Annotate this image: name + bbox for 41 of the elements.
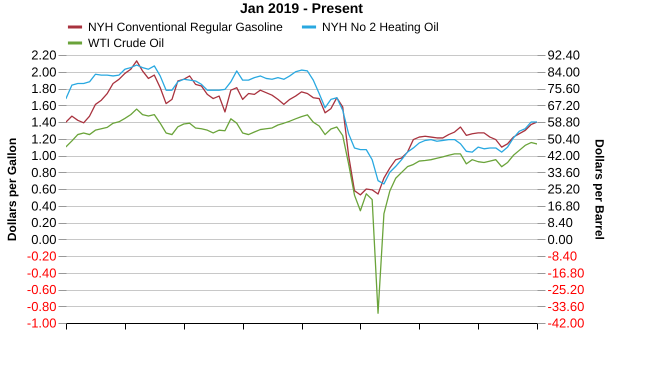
- y-tick-label: 1.20: [31, 131, 56, 146]
- y-tick-label: 0.80: [31, 164, 56, 180]
- y-tick-label: -0.40: [26, 265, 56, 280]
- y-tick-label: 2.20: [31, 48, 56, 62]
- y-tick-label: 0.20: [31, 215, 56, 230]
- legend-label: WTI Crude Oil: [88, 36, 164, 50]
- y-tick-label: -0.20: [26, 248, 56, 264]
- y-tick-label: 1.60: [31, 98, 56, 113]
- y-tick-label: 1.80: [31, 81, 56, 96]
- y2-tick-label: 0.00: [548, 232, 573, 247]
- y-tick-label: 1.40: [31, 114, 56, 130]
- y-tick-label: 0.60: [31, 182, 56, 196]
- y2-tick-label: 84.00: [548, 64, 580, 80]
- y-tick-label: -0.80: [26, 298, 56, 314]
- y-tick-label: 0.00: [31, 232, 56, 247]
- y-tick-label: -0.60: [26, 282, 56, 297]
- y-tick-label: 2.00: [31, 64, 56, 80]
- y2-tick-label: -33.60: [548, 298, 584, 314]
- y2-tick-label: 50.40: [548, 131, 580, 146]
- y-axis-title: Dollars per Gallon: [4, 138, 19, 242]
- y2-tick-label: 8.40: [548, 215, 573, 230]
- y2-tick-label: -42.00: [548, 316, 584, 330]
- y2-tick-label: 58.80: [548, 114, 580, 130]
- legend-label: NYH Conventional Regular Gasoline: [88, 20, 284, 34]
- y-tick-label: 0.40: [31, 198, 56, 214]
- y-tick-label: 1.00: [31, 148, 56, 163]
- chart-title: Jan 2019 - Present: [240, 0, 364, 16]
- y2-tick-label: 67.20: [548, 98, 580, 113]
- y2-tick-label: 42.00: [548, 148, 580, 163]
- y2-tick-label: -8.40: [548, 248, 578, 264]
- y-tick-label: -1.00: [26, 316, 56, 330]
- y2-tick-label: -16.80: [548, 265, 584, 280]
- y2-tick-label: 25.20: [548, 182, 580, 196]
- y2-tick-label: 16.80: [548, 198, 580, 214]
- line-series: [66, 108, 537, 314]
- y2-tick-label: 92.40: [548, 48, 580, 62]
- y2-tick-label: 33.60: [548, 164, 580, 180]
- y2-tick-label: -25.20: [548, 282, 584, 297]
- y2-axis-title: Dollars per Barrel: [592, 139, 606, 240]
- y2-tick-label: 75.60: [548, 81, 580, 96]
- legend-label: NYH No 2 Heating Oil: [322, 20, 439, 34]
